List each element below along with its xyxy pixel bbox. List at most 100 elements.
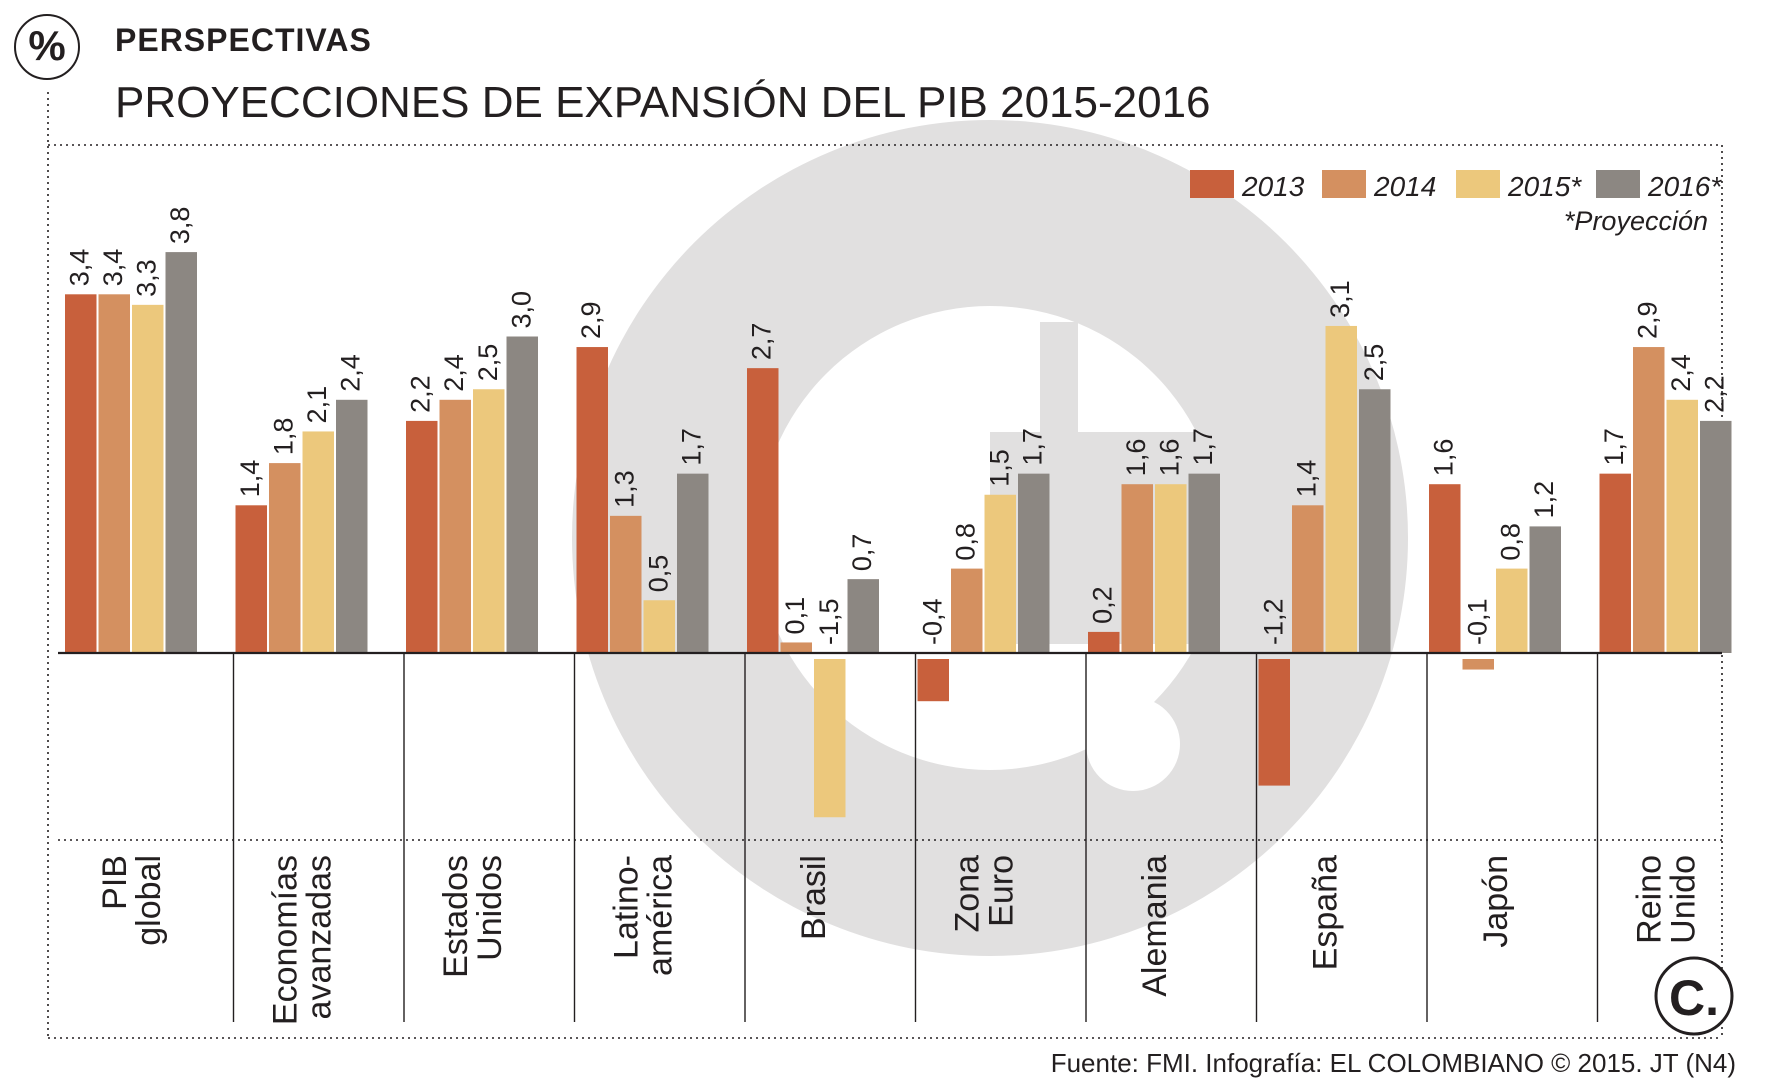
bar-2015-9 (1666, 399, 1698, 653)
value-label: 2,9 (1633, 302, 1663, 340)
value-label: 3,0 (506, 291, 536, 329)
bar-2014-7 (1292, 505, 1324, 653)
category-separators (232, 653, 1599, 1022)
value-label: 0,8 (1496, 523, 1526, 561)
category-label: Latino- (608, 855, 646, 959)
brand-logo-text: C. (1669, 970, 1719, 1026)
bar-2014-8 (1462, 659, 1494, 670)
value-label: 1,2 (1529, 481, 1559, 519)
value-label: 1,7 (1188, 428, 1218, 466)
value-label: 0,2 (1088, 586, 1118, 624)
bar-2016-0 (165, 252, 197, 653)
value-label: 3,3 (132, 259, 162, 297)
bar-2014-2 (439, 399, 471, 653)
value-label: 1,6 (1155, 439, 1185, 477)
bar-2013-2 (406, 420, 438, 653)
category-label: Economías (267, 855, 305, 1025)
value-label: 2,7 (747, 323, 777, 361)
legend-label: 2015* (1507, 171, 1582, 202)
value-label: -0,1 (1462, 598, 1492, 645)
value-label: 2,2 (406, 375, 436, 413)
value-label: 0,1 (780, 597, 810, 635)
value-label: 2,5 (473, 344, 503, 382)
bar-2014-3 (610, 515, 642, 653)
legend-swatch-2015 (1456, 170, 1500, 198)
value-label: 1,4 (1292, 460, 1322, 498)
bar-2015-1 (302, 431, 334, 653)
bar-2013-5 (917, 659, 949, 702)
category-label: Japón (1477, 855, 1515, 948)
bar-2016-3 (677, 473, 709, 653)
legend-label: 2014 (1373, 171, 1436, 202)
legend-label: 2016* (1647, 171, 1722, 202)
bar-2014-9 (1633, 347, 1665, 653)
value-label: 1,7 (677, 428, 707, 466)
bar-2014-1 (269, 463, 301, 653)
bar-2016-6 (1188, 473, 1220, 653)
bar-2015-4 (814, 659, 846, 818)
chart-title: PROYECCIONES DE EXPANSIÓN DEL PIB 2015-2… (115, 78, 1211, 127)
category-label: avanzadas (301, 855, 339, 1019)
value-label: -1,5 (814, 598, 844, 645)
bar-2015-2 (473, 389, 505, 653)
bar-2015-3 (643, 600, 675, 653)
value-label: 2,4 (336, 354, 366, 392)
value-label: 2,4 (439, 354, 469, 392)
source-credit: Fuente: FMI. Infografía: EL COLOMBIANO ©… (1050, 1048, 1736, 1078)
legend-label: 2013 (1241, 171, 1305, 202)
bar-2013-1 (235, 505, 267, 653)
category-label: global (130, 855, 168, 946)
legend-swatch-2014 (1322, 170, 1366, 198)
value-labels: 3,4 3,4 3,33,81,41,82,12,42,22,4 2,53,0 2,91… (65, 207, 1730, 645)
value-label: 3,1 (1325, 280, 1355, 318)
legend-swatch-2013 (1190, 170, 1234, 198)
bar-2015-7 (1325, 325, 1357, 653)
value-label: 1,8 (269, 418, 299, 456)
bar-2014-5 (951, 568, 983, 653)
value-label: 1,6 (1429, 439, 1459, 477)
value-label: 1,3 (610, 470, 640, 508)
bar-2016-8 (1529, 526, 1561, 653)
value-label: 0,8 (951, 523, 981, 561)
value-label: -1,2 (1258, 598, 1288, 645)
value-label: 3,4 (65, 249, 95, 287)
value-label: -0,4 (917, 598, 947, 645)
value-label: 2,5 (1359, 344, 1389, 382)
bars (65, 252, 1732, 818)
value-label: 0,5 (643, 555, 673, 593)
bar-2013-9 (1599, 473, 1631, 653)
percent-icon: % (14, 14, 80, 80)
bar-2014-4 (780, 642, 812, 653)
value-label: 2,2 (1700, 375, 1730, 413)
category-label: Alemania (1136, 855, 1174, 997)
value-label: 2,4 (1666, 354, 1696, 392)
bar-2015-6 (1155, 484, 1187, 653)
category-label: Unido (1665, 855, 1703, 944)
legend-swatch-2016 (1596, 170, 1640, 198)
bar-2016-5 (1018, 473, 1050, 653)
category-label: España (1307, 855, 1345, 970)
value-label: 1,6 (1121, 439, 1151, 477)
bar-2015-0 (132, 304, 164, 653)
bar-2013-8 (1429, 484, 1461, 653)
bar-2013-7 (1258, 659, 1290, 786)
bar-2016-9 (1700, 420, 1732, 653)
legend-note: *Proyección (1564, 206, 1708, 236)
section-label: PERSPECTIVAS (115, 22, 372, 58)
bar-2016-2 (506, 336, 538, 653)
bar-2013-6 (1088, 631, 1120, 653)
bar-2014-6 (1121, 484, 1153, 653)
category-label: Unidos (471, 855, 509, 961)
bar-2015-5 (984, 494, 1016, 653)
value-label: 2,1 (302, 386, 332, 424)
bar-2013-0 (65, 294, 97, 653)
value-label: 3,8 (165, 207, 195, 245)
category-label: Estados (437, 855, 475, 978)
category-label: PIB (96, 855, 134, 910)
bar-2016-7 (1359, 389, 1391, 653)
bar-2013-4 (747, 368, 779, 653)
bar-2013-3 (576, 347, 608, 653)
